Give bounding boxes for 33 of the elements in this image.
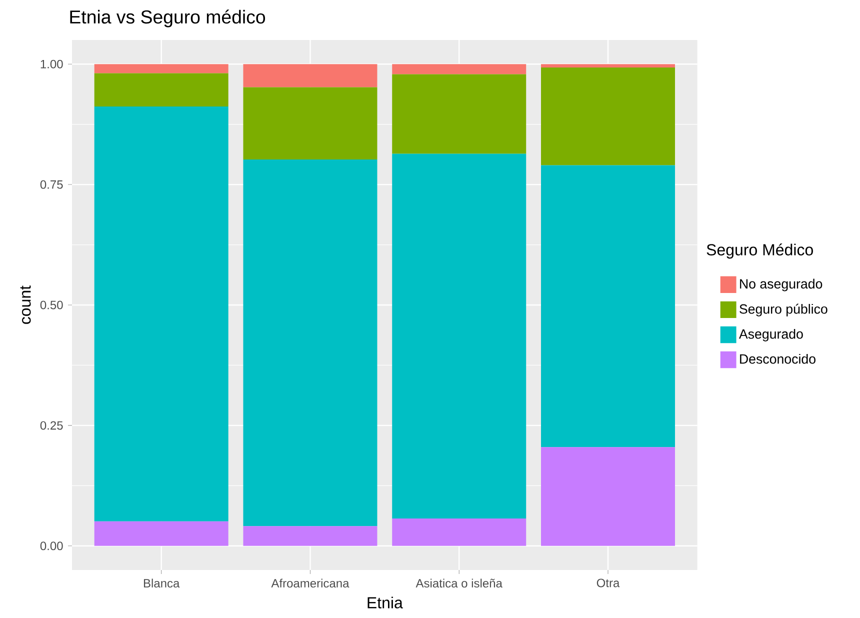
- legend-label: Asegurado: [738, 328, 803, 342]
- x-tick-label: Otra: [596, 578, 620, 588]
- legend-label: Seguro público: [740, 304, 828, 316]
- x-axis-title: Etnia: [368, 596, 403, 608]
- bar: [94, 106, 228, 522]
- bar: [94, 521, 228, 546]
- x-tick-label: Afroamericana: [271, 578, 350, 588]
- bar: [392, 74, 526, 154]
- bar: [392, 64, 526, 74]
- x-tick-label: Blanca: [144, 578, 180, 588]
- y-tick-label: 0.50: [40, 300, 63, 310]
- bar: [243, 526, 378, 546]
- chart-title: Etnia vs Seguro médico: [70, 10, 266, 28]
- bar: [243, 87, 378, 160]
- y-tick-label: 0.75: [40, 180, 63, 189]
- y-axis-title: count: [20, 286, 31, 324]
- bar: [541, 64, 675, 68]
- legend-label: No asegurado: [740, 278, 822, 292]
- legend-label: Desconocido: [740, 354, 816, 364]
- bar: [541, 447, 675, 546]
- y-tick-label: 1.00: [40, 60, 63, 68]
- bar: [392, 154, 526, 518]
- bar: [94, 64, 228, 74]
- y-tick-label: 0.00: [40, 542, 63, 550]
- bar: [541, 67, 675, 166]
- y-tick-label: 0.25: [40, 421, 63, 430]
- bar: [243, 159, 378, 526]
- bar: [243, 64, 378, 88]
- legend-title: Seguro Médico: [706, 244, 813, 259]
- bar: [94, 73, 228, 106]
- x-tick-label: Asiatica o isleña: [416, 578, 502, 588]
- bar: [392, 518, 526, 546]
- bar: [541, 165, 675, 448]
